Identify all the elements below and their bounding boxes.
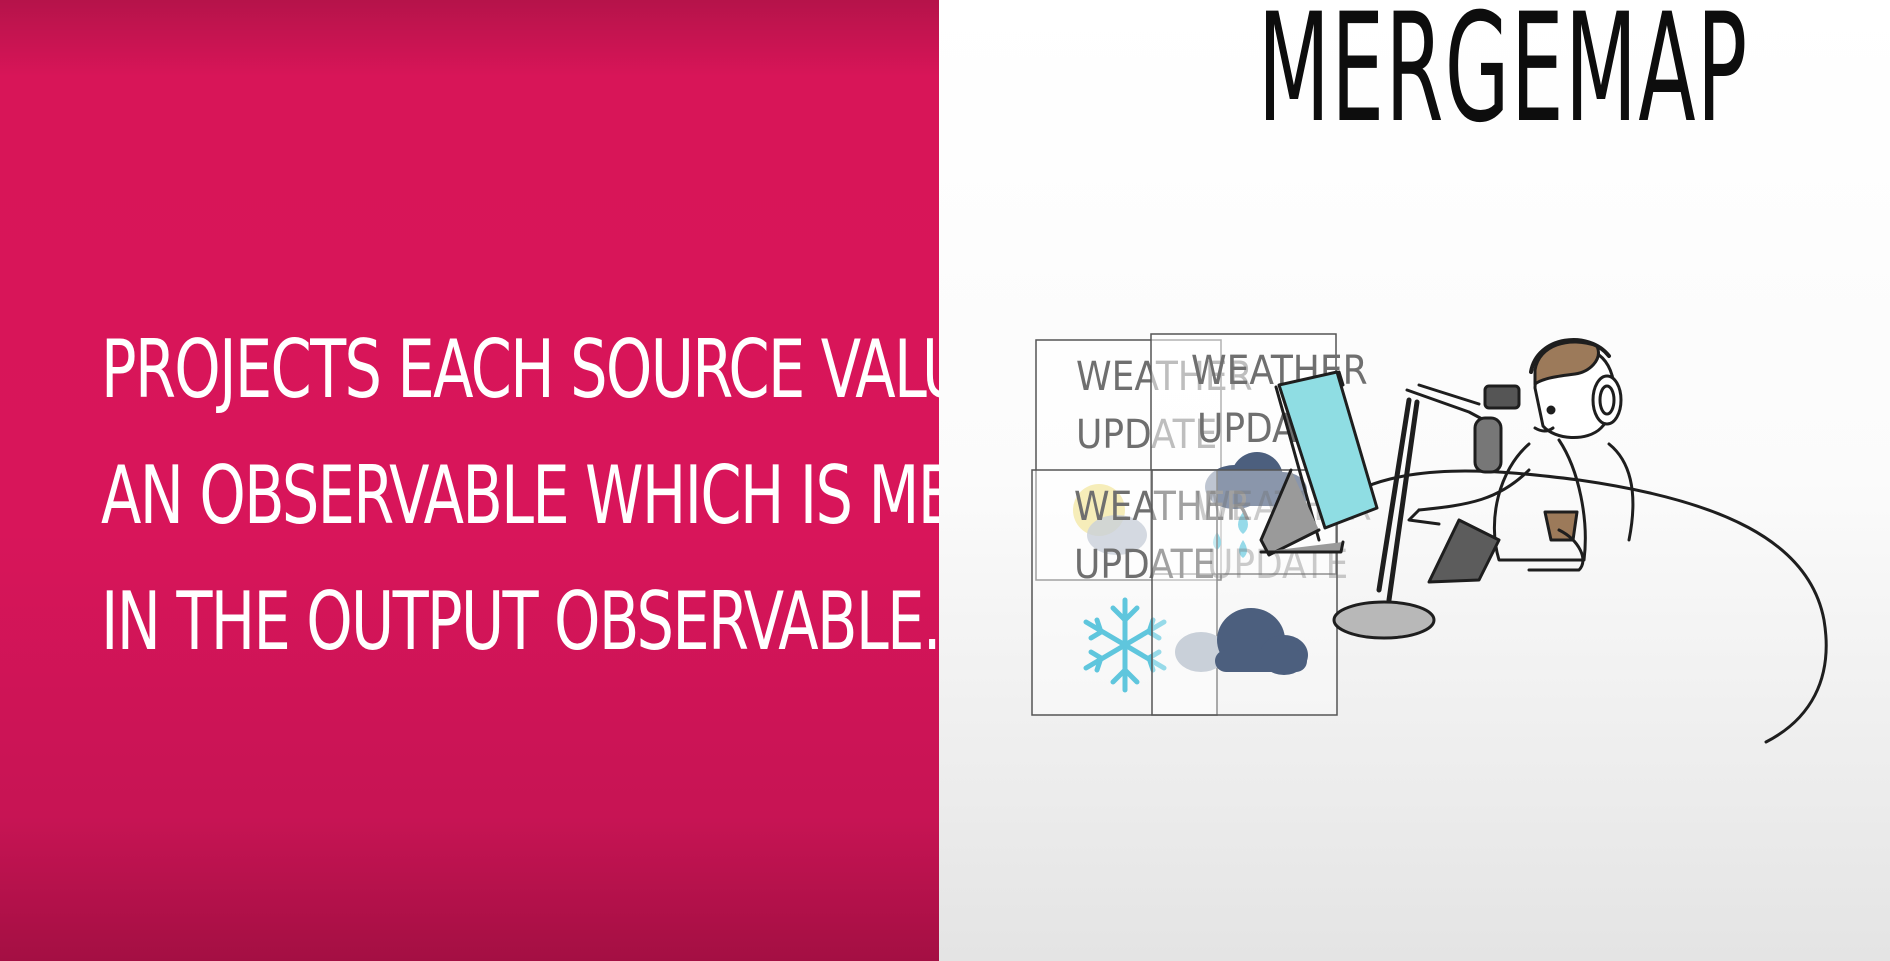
caption-line-3: IN THE OUTPUT OBSERVABLE. (100, 574, 941, 668)
cloud-icon (1175, 608, 1308, 675)
weather-podcast-illustration: WEATHER UPDATE WEATHER UPDATE (1031, 333, 1828, 744)
caption-panel: PROJECTS EACH SOURCE VALUE TO AN OBSERVA… (0, 0, 1118, 961)
caption-line-2: AN OBSERVABLE WHICH IS MERGED (100, 448, 1118, 542)
caption-line-1: PROJECTS EACH SOURCE VALUE TO (100, 322, 1097, 416)
sun-cloud-icon (1073, 484, 1147, 555)
podcaster-illustration (1259, 338, 1828, 744)
weather-card-bottom-left: WEATHER UPDATE (1031, 469, 1251, 716)
card-label-line-1: WEATHER (1074, 484, 1251, 530)
card-label-line-2: UPDATE (1074, 542, 1215, 588)
caption-text: PROJECTS EACH SOURCE VALUE TO AN OBSERVA… (100, 307, 1118, 685)
illustration-panel: MERGEMAP WEATHER UPDATE WEATHER UPDATE (939, 0, 1890, 961)
